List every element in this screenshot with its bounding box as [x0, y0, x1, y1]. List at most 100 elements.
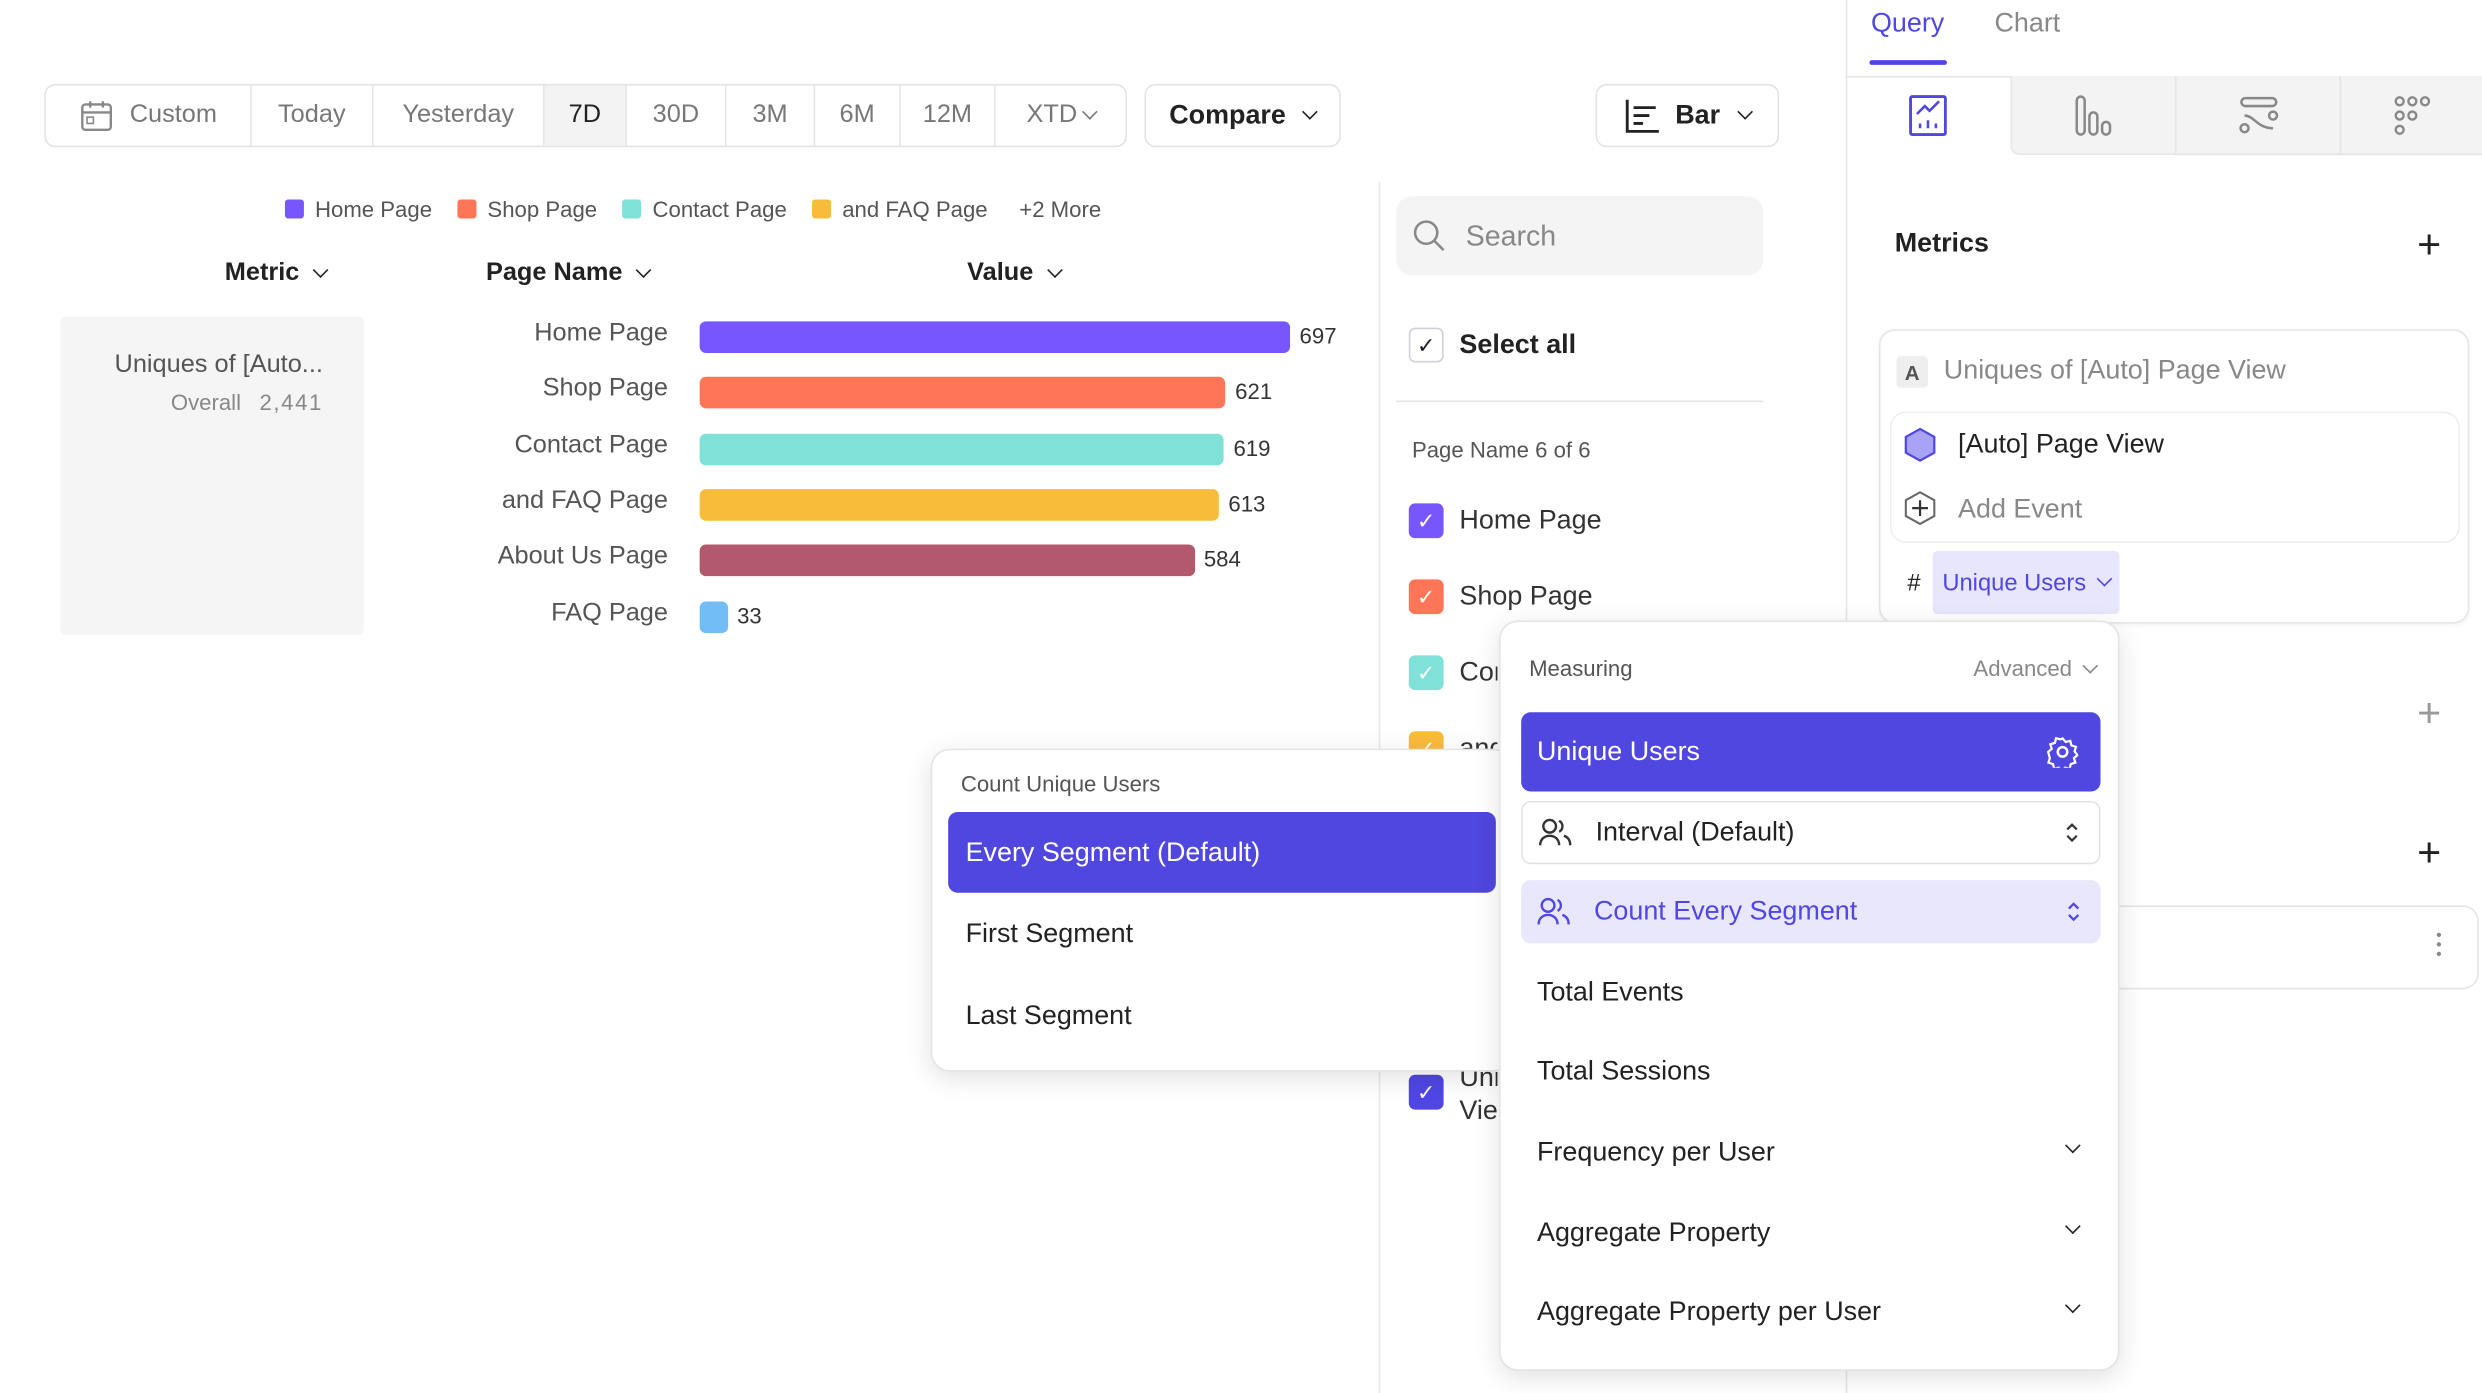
option-label: Frequency per User: [1536, 1136, 1775, 1167]
legend-swatch: [812, 199, 832, 219]
range-3m[interactable]: 3M: [727, 83, 816, 148]
filter-checkbox[interactable]: ✓: [1408, 503, 1444, 539]
tab-active-underline: [1869, 60, 1947, 65]
chevron-down-icon: [1302, 103, 1319, 119]
measure-option-aggregate-property[interactable]: Aggregate Property: [1537, 1217, 2088, 1249]
analysis-type-funnel[interactable]: [2010, 75, 2175, 156]
bar-home-page[interactable]: [699, 321, 1291, 353]
analysis-type-segmentation[interactable]: [1846, 76, 2011, 155]
search-icon: [1413, 220, 1445, 251]
option-label: Every Segment (Default): [965, 836, 1261, 867]
range-12m[interactable]: 12M: [901, 83, 996, 148]
chart-type-button[interactable]: Bar: [1595, 83, 1780, 148]
range-label: Yesterday: [402, 101, 515, 129]
tab-chart[interactable]: Chart: [1994, 7, 2061, 38]
option-label: Unique Users: [1536, 736, 1701, 767]
measuring-menu: Measuring Advanced Unique Users Interval…: [1499, 620, 2120, 1371]
header-label: Metric: [224, 259, 300, 287]
range-today[interactable]: Today: [252, 83, 374, 148]
measure-option-unique-users[interactable]: Unique Users: [1521, 712, 2101, 792]
more-options-icon[interactable]: • • •: [2436, 927, 2442, 964]
event-name[interactable]: [Auto] Page View: [1958, 428, 2164, 460]
range-label: 7D: [568, 101, 602, 129]
select-all-label[interactable]: Select all: [1459, 329, 1577, 360]
metric-name[interactable]: Uniques of [Auto] Page View: [1943, 354, 2286, 385]
range-xtd[interactable]: XTD: [996, 84, 1126, 147]
header-value[interactable]: Value: [967, 259, 1063, 288]
measure-option-frequency[interactable]: Frequency per User: [1537, 1137, 2088, 1169]
add-filter-plus-icon[interactable]: +: [2417, 688, 2442, 737]
header-metric[interactable]: Metric: [224, 259, 329, 288]
search-placeholder: Search: [1465, 219, 1557, 251]
range-custom[interactable]: Custom: [46, 83, 252, 148]
legend-item[interactable]: Home Page: [284, 196, 433, 222]
select-all-checkbox[interactable]: ✓: [1408, 327, 1444, 363]
data-label: 697: [1299, 322, 1337, 349]
range-6m[interactable]: 6M: [815, 83, 901, 148]
filter-item-label-clip[interactable]: and FAQ Page: [1459, 733, 1497, 749]
updown-chevron-icon: [2066, 823, 2078, 843]
filter-item-label: and FAQ Page: [1459, 732, 1497, 749]
legend-label: Shop Page: [487, 196, 598, 222]
filter-divider: [1396, 400, 1764, 403]
measure-option-total-sessions[interactable]: Total Sessions: [1536, 1055, 1711, 1086]
chevron-down-icon: [312, 262, 329, 278]
analysis-type-flow[interactable]: [2174, 75, 2340, 156]
search-input[interactable]: Search: [1396, 196, 1764, 276]
filter-item-label[interactable]: Home Page: [1459, 504, 1602, 536]
legend-swatch: [284, 199, 304, 219]
measure-option-aggregate-property-per-user[interactable]: Aggregate Property per User: [1537, 1296, 2088, 1328]
legend-item[interactable]: and FAQ Page: [812, 196, 988, 222]
chevron-down-icon: [2064, 1297, 2081, 1314]
chevron-down-icon: [1736, 103, 1753, 119]
data-label: 619: [1233, 434, 1271, 460]
metric-cell: Uniques of [Auto... Overall 2,441: [60, 316, 365, 635]
tab-query[interactable]: Query: [1870, 7, 1945, 38]
header-label: Value: [967, 259, 1034, 287]
chevron-down-icon: [1081, 103, 1097, 119]
analysis-type-more[interactable]: [2339, 75, 2482, 156]
add-metric-plus-icon[interactable]: +: [2417, 220, 2442, 268]
legend-item[interactable]: Shop Page: [457, 196, 598, 222]
header-page-name[interactable]: Page Name: [486, 260, 652, 288]
flow-icon: [2238, 96, 2278, 133]
overall-value: 2,441: [259, 389, 323, 415]
updown-chevron-icon: [2068, 902, 2080, 922]
bar-shop-page[interactable]: [699, 377, 1226, 409]
legend-label: Home Page: [314, 196, 433, 222]
range-30d[interactable]: 30D: [627, 83, 727, 148]
legend-item[interactable]: Contact Page: [622, 196, 787, 222]
add-event-button[interactable]: Add Event: [1958, 493, 2083, 524]
bar-contact-page[interactable]: [699, 433, 1224, 465]
count-option-every-segment[interactable]: Every Segment (Default): [948, 812, 1496, 893]
bar-and-faq-page[interactable]: [699, 488, 1219, 521]
bar-about-us-page[interactable]: [699, 544, 1195, 577]
count-mode-label: Count Every Segment: [1593, 895, 1858, 926]
range-yesterday[interactable]: Yesterday: [374, 83, 545, 148]
count-option-first-segment[interactable]: First Segment: [965, 918, 1134, 949]
filter-checkbox[interactable]: ✓: [1408, 655, 1444, 691]
compare-button[interactable]: Compare: [1144, 83, 1341, 148]
filter-checkbox[interactable]: ✓: [1408, 1074, 1444, 1110]
measure-dropdown[interactable]: Unique Users: [1932, 550, 2120, 615]
category-label: Shop Page: [542, 375, 668, 403]
data-label: 584: [1203, 546, 1241, 572]
measure-option-total-events[interactable]: Total Events: [1536, 976, 1684, 1007]
bar-faq-page[interactable]: [699, 600, 728, 633]
filter-item-label[interactable]: Shop Page: [1459, 580, 1593, 611]
advanced-label: Advanced: [1973, 655, 2073, 681]
range-7d[interactable]: 7D: [544, 85, 627, 146]
interval-select[interactable]: Interval (Default): [1521, 800, 2101, 865]
metric-overall: Overall 2,441: [171, 389, 323, 414]
count-option-last-segment[interactable]: Last Segment: [965, 1000, 1132, 1031]
legend-more[interactable]: +2 More: [1019, 196, 1102, 222]
filter-checkbox[interactable]: ✓: [1408, 579, 1444, 615]
chevron-down-icon: [636, 262, 652, 278]
filter-item-label-clip[interactable]: Contact Page: [1459, 657, 1497, 692]
count-mode-select[interactable]: Count Every Segment: [1521, 880, 2101, 944]
add-breakdown-plus-icon[interactable]: +: [2417, 827, 2442, 876]
hash-icon: #: [1907, 569, 1921, 597]
metric-letter-badge: A: [1896, 356, 1928, 388]
gear-icon[interactable]: [2046, 736, 2079, 768]
advanced-toggle[interactable]: Advanced: [1973, 655, 2099, 681]
